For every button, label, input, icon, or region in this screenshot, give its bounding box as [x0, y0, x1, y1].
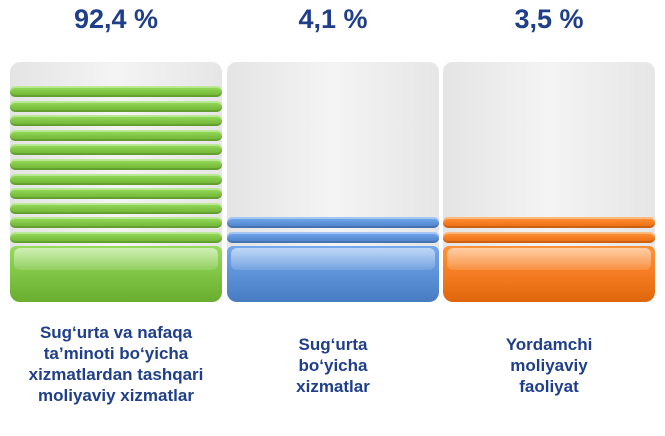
value-label: 92,4 % — [73, 4, 159, 34]
bar-segment — [443, 217, 655, 229]
bar-segment — [10, 217, 222, 229]
category-label-line: xizmatlar — [296, 377, 370, 396]
bar-column — [443, 62, 655, 302]
category-label-line: Sug‘urta — [298, 335, 368, 354]
bar-column — [10, 62, 222, 302]
bar-column — [227, 62, 439, 302]
bar-base — [227, 246, 439, 302]
bar-base-highlight — [231, 248, 435, 270]
value-label: 4,1 % — [298, 4, 368, 34]
value-label: 3,5 % — [514, 4, 584, 34]
category-label-line: moliyaviy — [510, 356, 588, 375]
category-label: Sug‘urta bo‘yicha xizmatlar — [227, 334, 439, 397]
category-label: Yordamchi moliyaviy faoliyat — [443, 334, 655, 397]
bar-base-highlight — [447, 248, 651, 270]
bar-segment — [10, 86, 222, 97]
category-label-line: bo‘yicha — [298, 356, 368, 375]
category-label-line: Yordamchi — [505, 335, 593, 354]
bar-segment — [10, 202, 222, 214]
bar-segment — [10, 100, 222, 112]
category-label-line: xizmatlardan tashqari — [28, 365, 204, 384]
category-label-line: moliyaviy xizmatlar — [38, 386, 194, 405]
bar-segment — [10, 159, 222, 170]
bar-segment — [10, 188, 222, 200]
category-label-line: ta’minoti bo‘yicha — [43, 344, 189, 363]
bar-segment — [10, 129, 222, 141]
bar-segment — [227, 232, 439, 243]
bar-base — [10, 246, 222, 302]
bar-segment — [227, 217, 439, 229]
bar-base — [443, 246, 655, 302]
category-label-line: Sug‘urta va nafaqa — [39, 323, 193, 342]
category-label: Sug‘urta va nafaqa ta’minoti bo‘yicha xizm… — [10, 322, 222, 406]
bar-segment — [10, 115, 222, 127]
bar-segment — [443, 232, 655, 243]
bar-segment — [10, 232, 222, 243]
bar-segment — [10, 173, 222, 185]
category-label-line: faoliyat — [519, 377, 579, 396]
bar-base-highlight — [14, 248, 218, 270]
bar-segment — [10, 144, 222, 156]
